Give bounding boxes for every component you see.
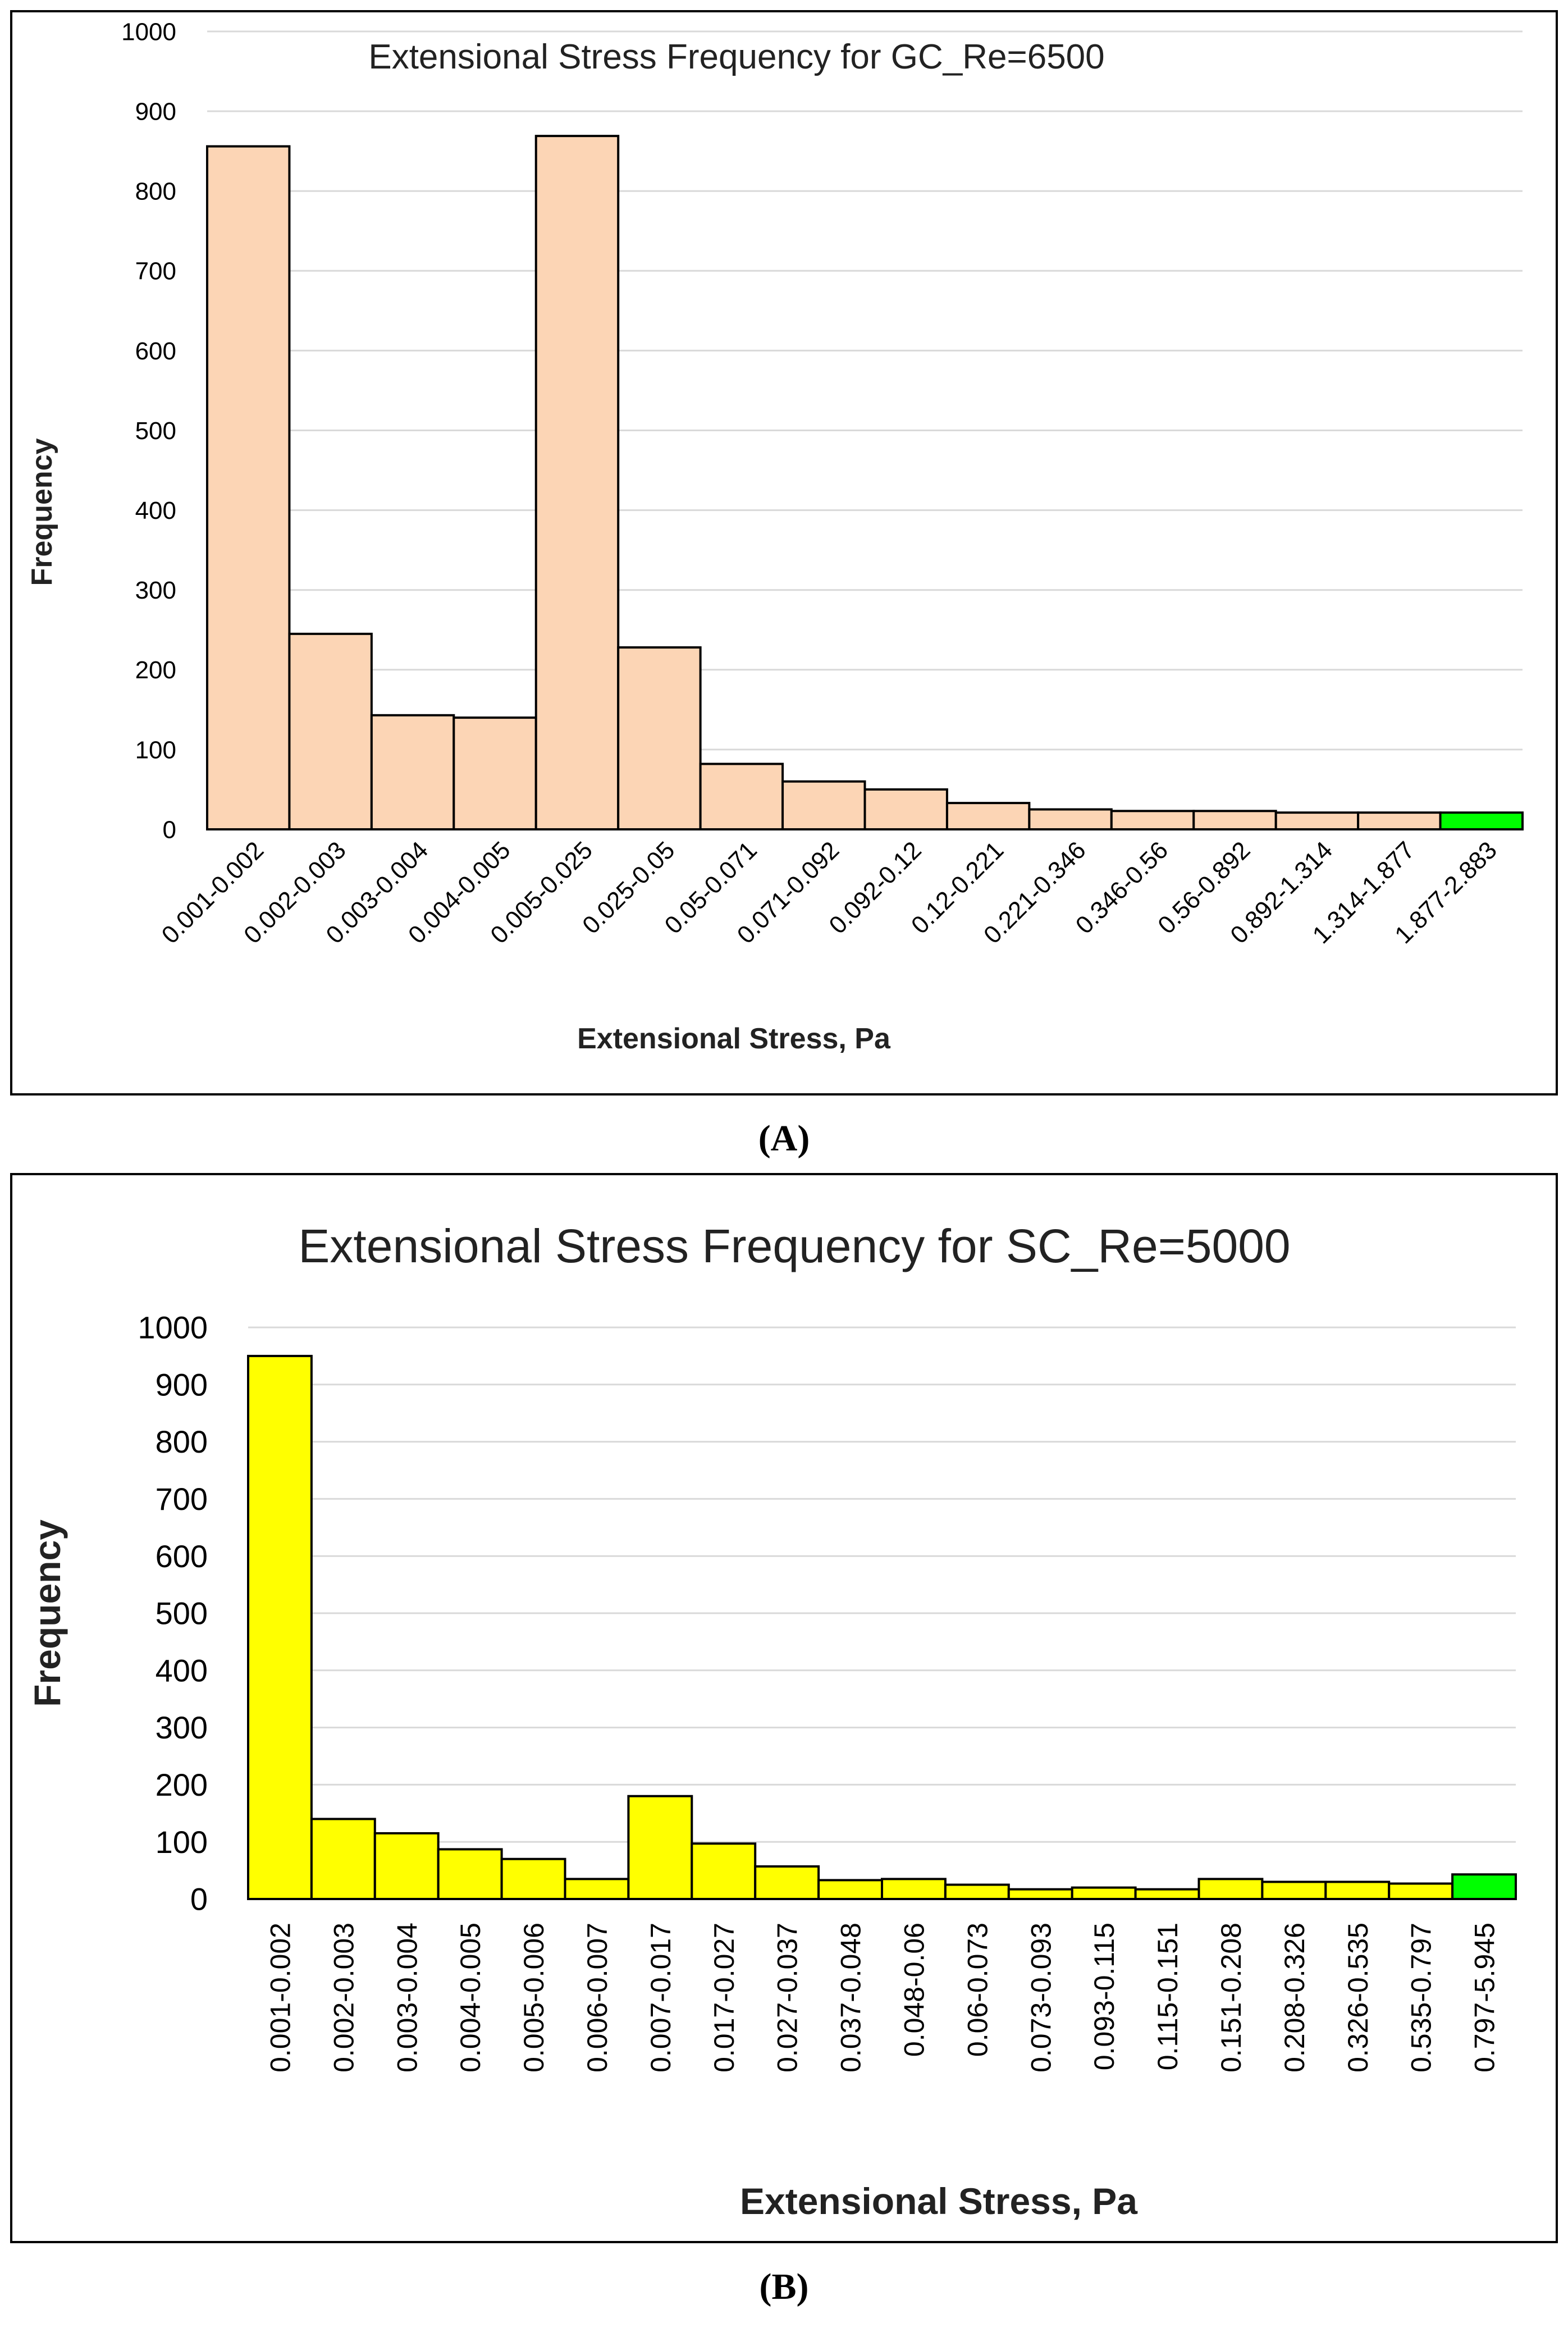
x-tick-label: 0.048-0.06 [898,1923,930,2057]
x-tick-label: 0.06-0.073 [962,1923,993,2057]
x-tick-label: 0.027-0.037 [772,1923,803,2073]
x-tick-label: 0.005-0.006 [518,1923,550,2073]
y-tick-label: 1000 [121,18,176,45]
chart-title: Extensional Stress Frequency for GC_Re=6… [368,38,1104,76]
bar [1134,1888,1200,1900]
y-tick-label: 100 [156,1824,208,1860]
y-tick-label: 500 [135,417,176,445]
histogram-gc-re6500: 010020030040050060070080090010000.001-0.… [26,18,1524,1055]
bar [1197,1878,1264,1900]
y-axis-label: Frequency [26,1519,68,1707]
x-tick-label: 0.797-5.945 [1469,1923,1501,2073]
bar [627,1795,693,1901]
bar [1007,1888,1073,1900]
bar [699,763,784,831]
bar [781,780,866,830]
y-tick-label: 100 [135,736,176,764]
x-axis-label: Extensional Stress, Pa [740,2180,1138,2222]
bar [534,135,620,830]
y-tick-label: 300 [156,1710,208,1745]
y-tick-label: 0 [163,816,176,843]
bar [452,716,537,831]
y-axis-label: Frequency [26,438,58,586]
y-tick-label: 700 [135,258,176,285]
bar [206,145,291,830]
x-tick-label: 0.326-0.535 [1342,1923,1374,2073]
x-tick-label: 0.208-0.326 [1279,1923,1310,2073]
x-tick-label: 0.151-0.208 [1215,1923,1247,2073]
y-tick-label: 800 [156,1424,208,1459]
x-tick-label: 0.001-0.002 [264,1923,296,2073]
x-tick-label: 0.535-0.797 [1406,1923,1437,2073]
bar [944,1883,1010,1901]
y-tick-label: 300 [135,577,176,604]
bar [437,1848,503,1900]
y-tick-label: 400 [156,1653,208,1688]
x-tick-label: 0.093-0.115 [1089,1923,1120,2070]
caption-b: (B) [759,2266,809,2307]
bar [1071,1886,1137,1901]
bar [863,788,948,830]
y-tick-label: 700 [156,1481,208,1517]
bar [817,1879,883,1901]
bar [310,1818,376,1900]
bar [1110,810,1195,831]
bar [1192,810,1277,831]
y-tick-label: 0 [190,1882,208,1917]
bar [881,1878,947,1900]
y-tick-label: 1000 [138,1310,208,1345]
x-tick-label: 0.006-0.007 [582,1923,613,2073]
bar [1324,1880,1391,1900]
y-tick-label: 600 [135,337,176,365]
histogram-sc-re5000: 0 100 200 300 400 500 600 700 800 900 1000 0.001-0.… [26,1220,1517,2222]
bar [288,632,373,830]
bar [617,646,702,830]
bar [1261,1880,1327,1900]
bar [373,1832,440,1901]
x-axis-label: Extensional Stress, Pa [577,1023,891,1055]
x-tick-label: 0.073-0.093 [1025,1923,1057,2073]
x-tick-label: 0.002-0.003 [328,1923,359,2073]
y-tick-label: 900 [156,1367,208,1402]
y-tick-label: 800 [135,178,176,206]
chart-panel-a: 0 100 200 300 400 500 600 700 800 900 1000 0.001-0.… [10,10,1558,1095]
x-tick-label: 0.017-0.027 [708,1923,740,2073]
bar [370,714,455,830]
bar [1028,808,1113,830]
y-tick-label: 200 [156,1767,208,1802]
bar [1357,811,1442,831]
bar [1274,811,1360,831]
x-tick-label: 0.003-0.004 [391,1923,423,2073]
bar [1451,1873,1517,1900]
bar [1388,1882,1454,1901]
bar [754,1865,820,1900]
x-tick-label: 0.007-0.017 [645,1923,676,2073]
y-tick-label: 600 [156,1539,208,1574]
y-tick-label: 400 [135,497,176,524]
bar [945,802,1031,831]
x-tick-label: 0.037-0.048 [835,1923,867,2073]
x-tick-label: 0.115-0.151 [1152,1923,1183,2070]
y-tick-label: 200 [135,656,176,684]
bar [691,1842,757,1901]
x-tick-label: 0.004-0.005 [455,1923,486,2073]
chart-title: Extensional Stress Frequency for SC_Re=5… [298,1220,1290,1272]
bar [500,1857,566,1900]
bar [247,1354,313,1900]
chart-panel-b: 0 100 200 300 400 500 600 700 800 900 1000 0.001-0.… [10,1173,1558,2243]
bar [1439,811,1524,831]
y-tick-label: 900 [135,98,176,126]
y-tick-label: 500 [156,1596,208,1631]
bar [564,1878,630,1900]
caption-a: (A) [758,1118,810,1159]
